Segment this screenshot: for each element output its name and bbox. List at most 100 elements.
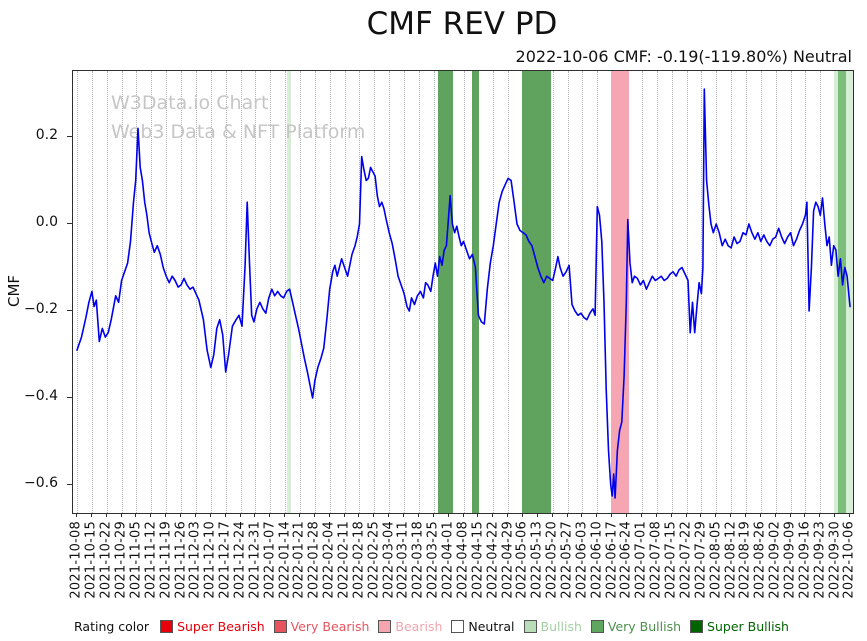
legend-swatch xyxy=(523,619,537,633)
gridline xyxy=(597,71,599,513)
gridline xyxy=(151,71,153,513)
gridline xyxy=(686,71,688,513)
x-tick-label: 2021-11-12 xyxy=(143,521,159,599)
x-tick-label: 2022-01-14 xyxy=(277,521,293,599)
x-tick-label: 2022-02-18 xyxy=(351,521,367,599)
x-tick-label: 2022-05-06 xyxy=(514,521,530,599)
y-tick-label: −0.4 xyxy=(24,387,58,404)
x-tick-label: 2021-12-10 xyxy=(202,521,218,599)
y-tick-label: −0.2 xyxy=(24,300,58,317)
x-tick-mark xyxy=(804,513,806,517)
x-tick-mark xyxy=(685,513,687,517)
x-tick-mark xyxy=(700,513,702,517)
x-tick-label: 2022-04-08 xyxy=(455,521,471,599)
legend-item-label: Very Bearish xyxy=(290,618,370,634)
x-tick-mark xyxy=(462,513,464,517)
x-tick-mark xyxy=(849,513,851,517)
legend-item-bullish: Bullish xyxy=(523,618,582,634)
x-tick-mark xyxy=(670,513,672,517)
gridline xyxy=(195,71,197,513)
x-tick-mark xyxy=(388,513,390,517)
rating-band-very-bullish xyxy=(472,71,480,513)
x-tick-mark xyxy=(640,513,642,517)
x-tick-mark xyxy=(254,513,256,517)
x-tick-mark xyxy=(581,513,583,517)
x-tick-label: 2022-04-01 xyxy=(440,521,456,599)
gridline xyxy=(374,71,376,513)
gridline xyxy=(166,71,168,513)
x-tick-label: 2022-03-04 xyxy=(381,521,397,599)
x-tick-label: 2022-07-01 xyxy=(633,521,649,599)
x-tick-mark xyxy=(774,513,776,517)
x-tick-label: 2021-10-15 xyxy=(83,521,99,599)
line-chart-svg xyxy=(76,88,851,499)
x-tick-mark xyxy=(417,513,419,517)
x-tick-mark xyxy=(343,513,345,517)
gridline xyxy=(641,71,643,513)
chart-subtitle: 2022-10-06 CMF: -0.19(-119.80%) Neutral xyxy=(515,47,852,66)
y-tick-mark xyxy=(67,222,72,224)
legend-item-label: Neutral xyxy=(468,618,515,634)
legend-item-bearish: Bearish xyxy=(378,619,442,634)
gridline xyxy=(805,71,807,513)
x-tick-mark xyxy=(730,513,732,517)
x-tick-label: 2022-08-12 xyxy=(723,521,739,599)
x-tick-mark xyxy=(551,513,553,517)
x-tick-label: 2022-08-05 xyxy=(708,521,724,599)
x-tick-mark xyxy=(358,513,360,517)
legend-item-super-bearish: Super Bearish xyxy=(160,619,265,634)
x-tick-mark xyxy=(759,513,761,517)
legend-swatch xyxy=(378,619,392,633)
x-tick-label: 2022-09-30 xyxy=(827,521,843,599)
plot-area: W3Data.io Chart Web3 Data & NFT Platform xyxy=(72,70,854,514)
gridline xyxy=(77,71,78,513)
x-axis-labels: 2021-10-08 2021-10-15 2021-10-22 2021-10-29… xyxy=(69,513,857,615)
x-tick-mark xyxy=(655,513,657,517)
x-tick-label: 2021-10-29 xyxy=(113,521,129,599)
legend-swatch xyxy=(273,619,287,633)
gridline xyxy=(299,71,301,513)
gridline xyxy=(404,71,406,513)
x-tick-mark xyxy=(120,513,122,517)
y-tick-label: 0.2 xyxy=(35,126,58,143)
x-tick-mark xyxy=(328,513,330,517)
x-tick-label: 2022-06-03 xyxy=(574,521,590,599)
y-tick-mark xyxy=(67,396,72,398)
gridline xyxy=(493,71,495,513)
x-tick-mark xyxy=(269,513,271,517)
rating-band-very-bullish xyxy=(838,71,847,513)
x-tick-label: 2022-05-27 xyxy=(559,521,575,599)
legend-item-label: Bullish xyxy=(540,618,582,634)
x-tick-mark xyxy=(432,513,434,517)
x-tick-label: 2022-02-11 xyxy=(336,521,352,599)
legend-item-label: Super Bearish xyxy=(177,618,265,634)
x-tick-label: 2022-05-13 xyxy=(529,521,545,599)
gridline xyxy=(433,71,435,513)
x-tick-label: 2021-12-17 xyxy=(217,521,233,599)
x-tick-mark xyxy=(313,513,315,517)
legend-swatch xyxy=(590,619,604,633)
legend-swatch xyxy=(451,619,465,633)
x-tick-mark xyxy=(224,513,226,517)
gridline xyxy=(121,71,123,513)
gridline xyxy=(314,71,316,513)
watermark: W3Data.io Chart Web3 Data & NFT Platform xyxy=(111,89,365,146)
legend-item-label: Super Bullish xyxy=(707,618,789,634)
x-tick-mark xyxy=(90,513,92,517)
legend-item-neutral: Neutral xyxy=(451,618,515,634)
watermark-line1: W3Data.io Chart xyxy=(111,92,269,114)
y-tick-label: 0.0 xyxy=(35,213,58,230)
x-tick-label: 2022-04-22 xyxy=(485,521,501,599)
legend-item-very-bearish: Very Bearish xyxy=(273,618,370,634)
x-tick-mark xyxy=(194,513,196,517)
x-tick-label: 2022-08-26 xyxy=(752,521,768,599)
x-tick-mark xyxy=(150,513,152,517)
x-tick-mark xyxy=(611,513,613,517)
x-tick-mark xyxy=(744,513,746,517)
y-axis: CMF 0.2 0.0 −0.2 −0.4 −0.6 xyxy=(0,70,72,512)
x-tick-label: 2022-03-11 xyxy=(396,521,412,599)
legend: Rating color Super Bearish Very Bearish Be… xyxy=(74,616,862,636)
x-tick-mark xyxy=(373,513,375,517)
x-tick-label: 2022-01-28 xyxy=(306,521,322,599)
